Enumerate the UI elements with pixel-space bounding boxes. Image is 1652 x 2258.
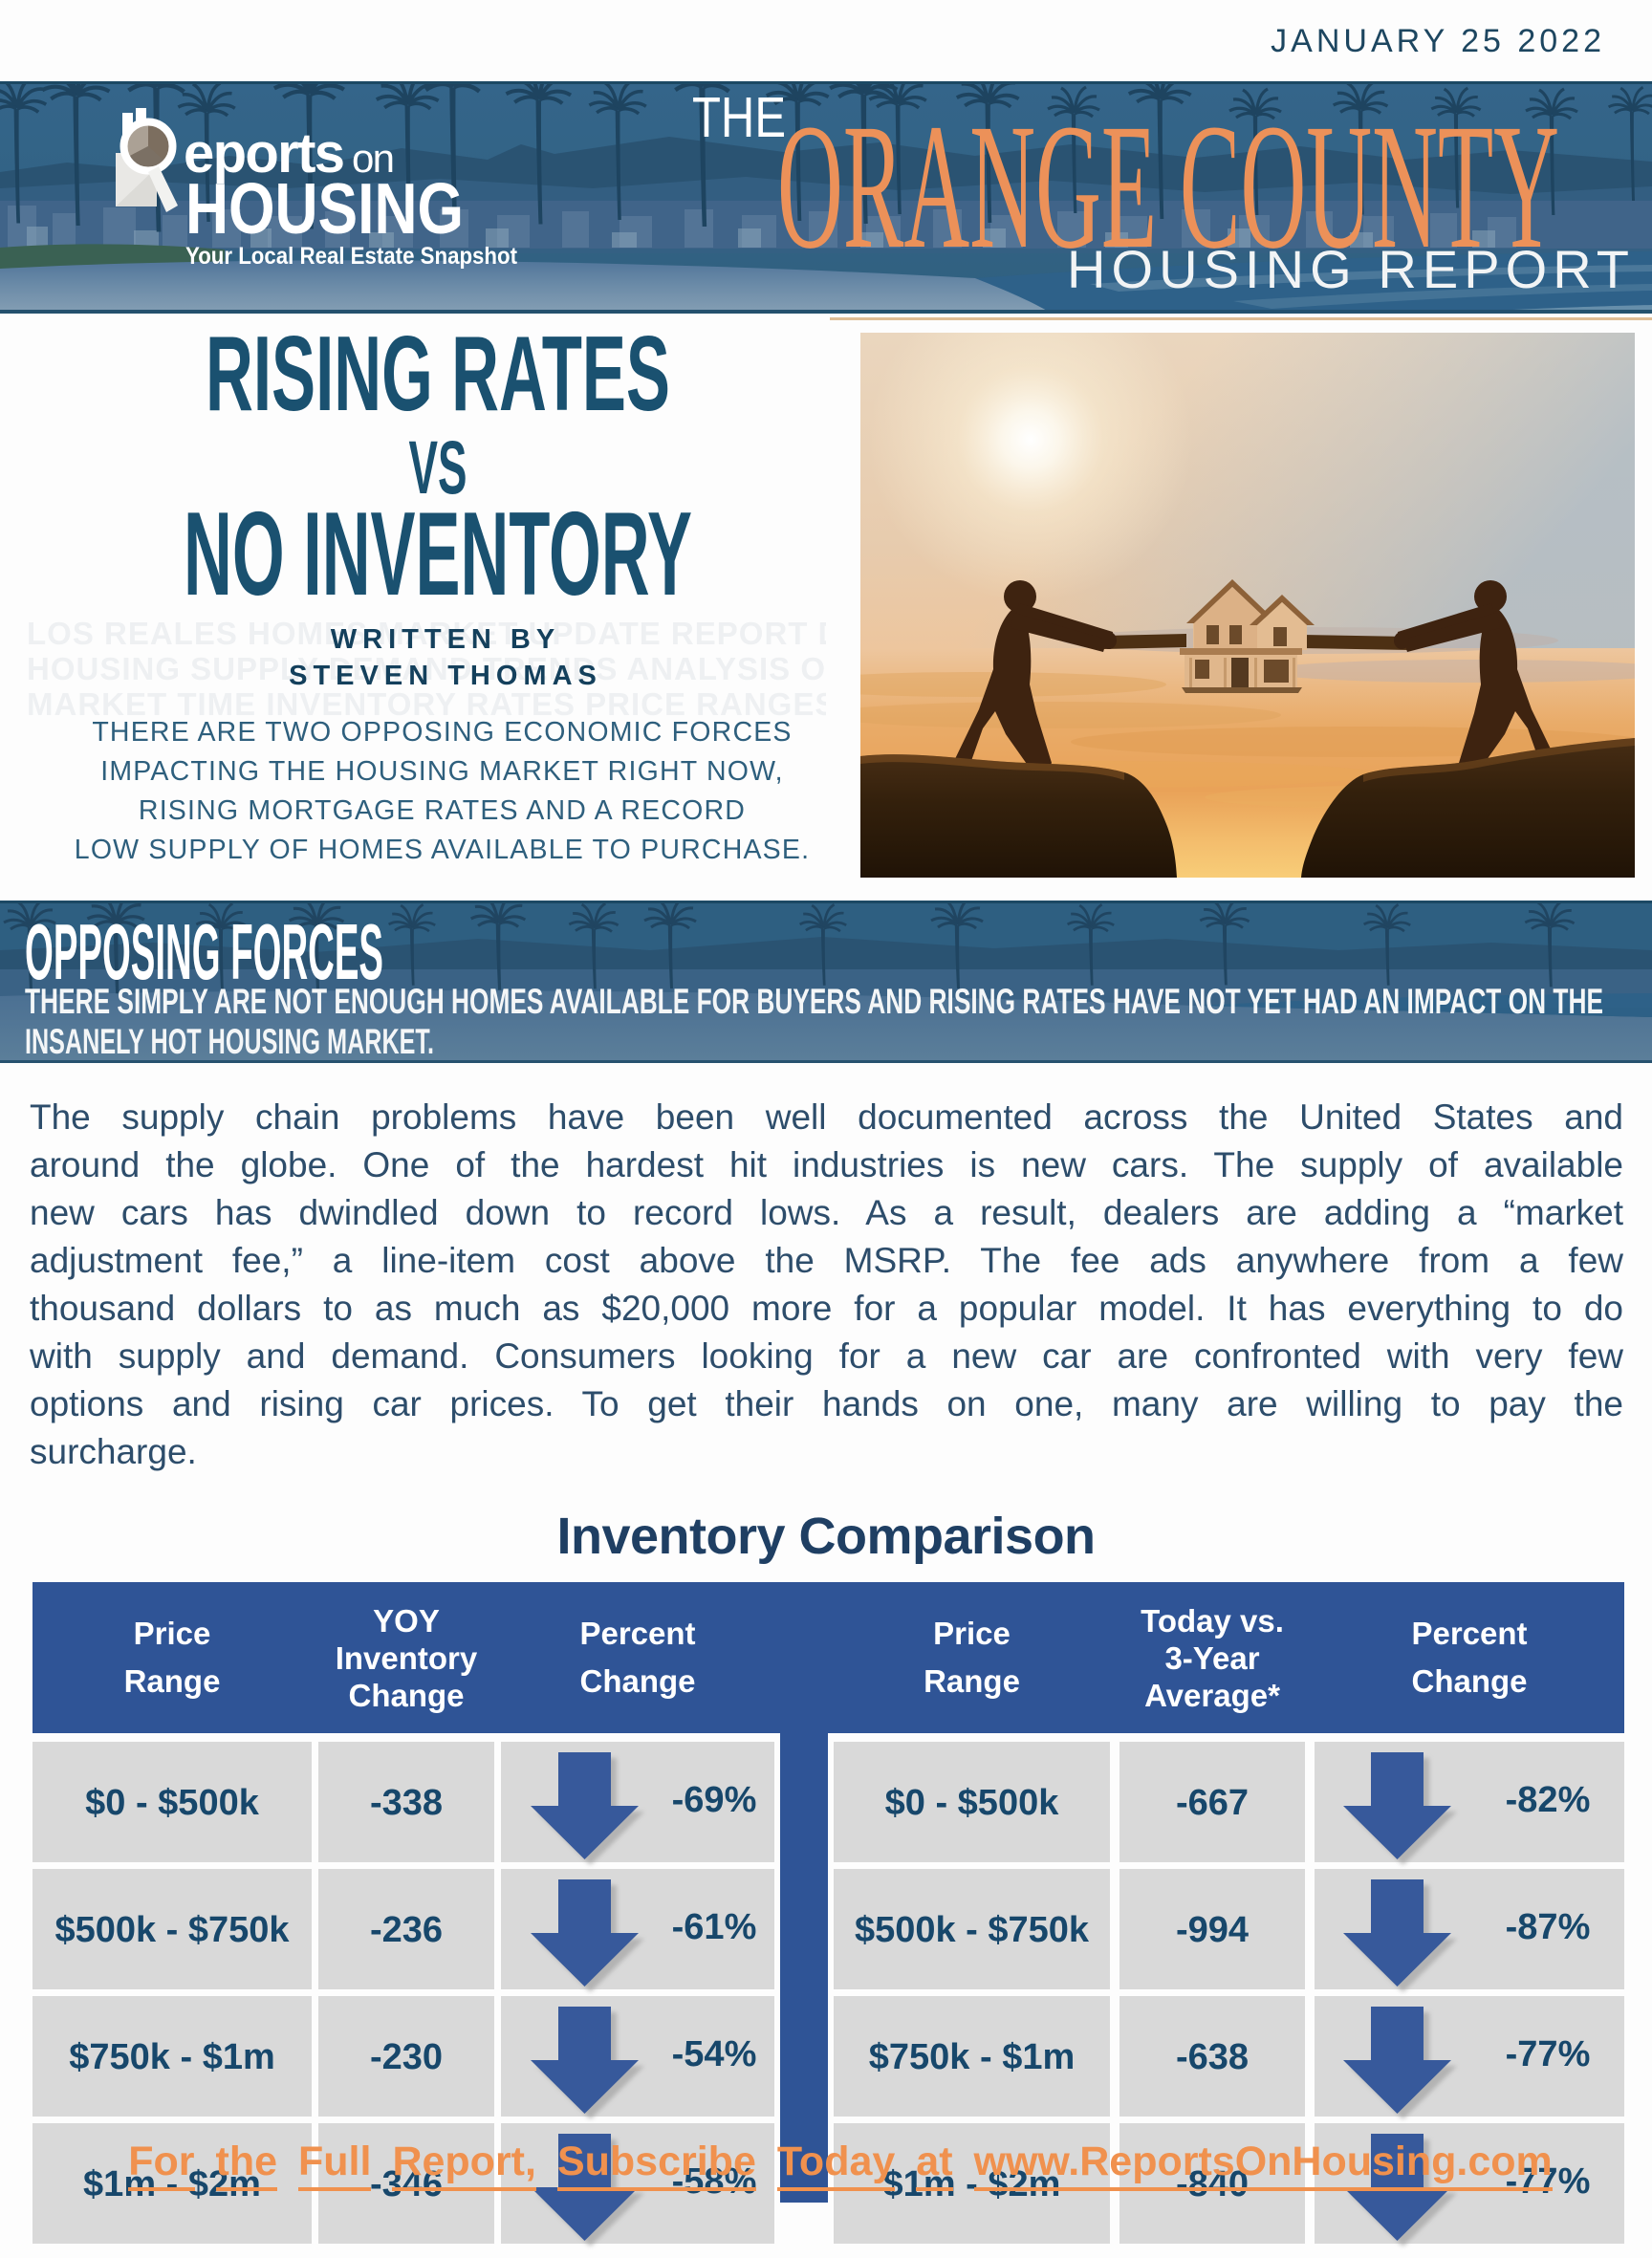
svg-text:on: on [352, 136, 395, 181]
svg-text:THE: THE [692, 86, 786, 149]
svg-text:THERE SIMPLY ARE NOT ENOUGH HO: THERE SIMPLY ARE NOT ENOUGH HOMES AVAILA… [25, 982, 1603, 1021]
svg-text:ORANGE COUNTY: ORANGE COUNTY [777, 86, 1559, 286]
svg-text:NO INVENTORY: NO INVENTORY [184, 489, 692, 620]
svg-text:VS: VS [409, 424, 467, 510]
svg-text:INSANELY HOT HOUSING MARKET.: INSANELY HOT HOUSING MARKET. [25, 1022, 434, 1061]
svg-text:eports: eports [184, 122, 345, 185]
svg-text:RISING RATES: RISING RATES [206, 315, 670, 433]
svg-text:Your Local Real Estate Snapsho: Your Local Real Estate Snapshot [185, 243, 518, 270]
svg-text:HOUSING: HOUSING [185, 168, 464, 249]
svg-text:HOUSING REPORT: HOUSING REPORT [1067, 239, 1629, 299]
svg-text:OPPOSING FORCES: OPPOSING FORCES [25, 907, 383, 996]
